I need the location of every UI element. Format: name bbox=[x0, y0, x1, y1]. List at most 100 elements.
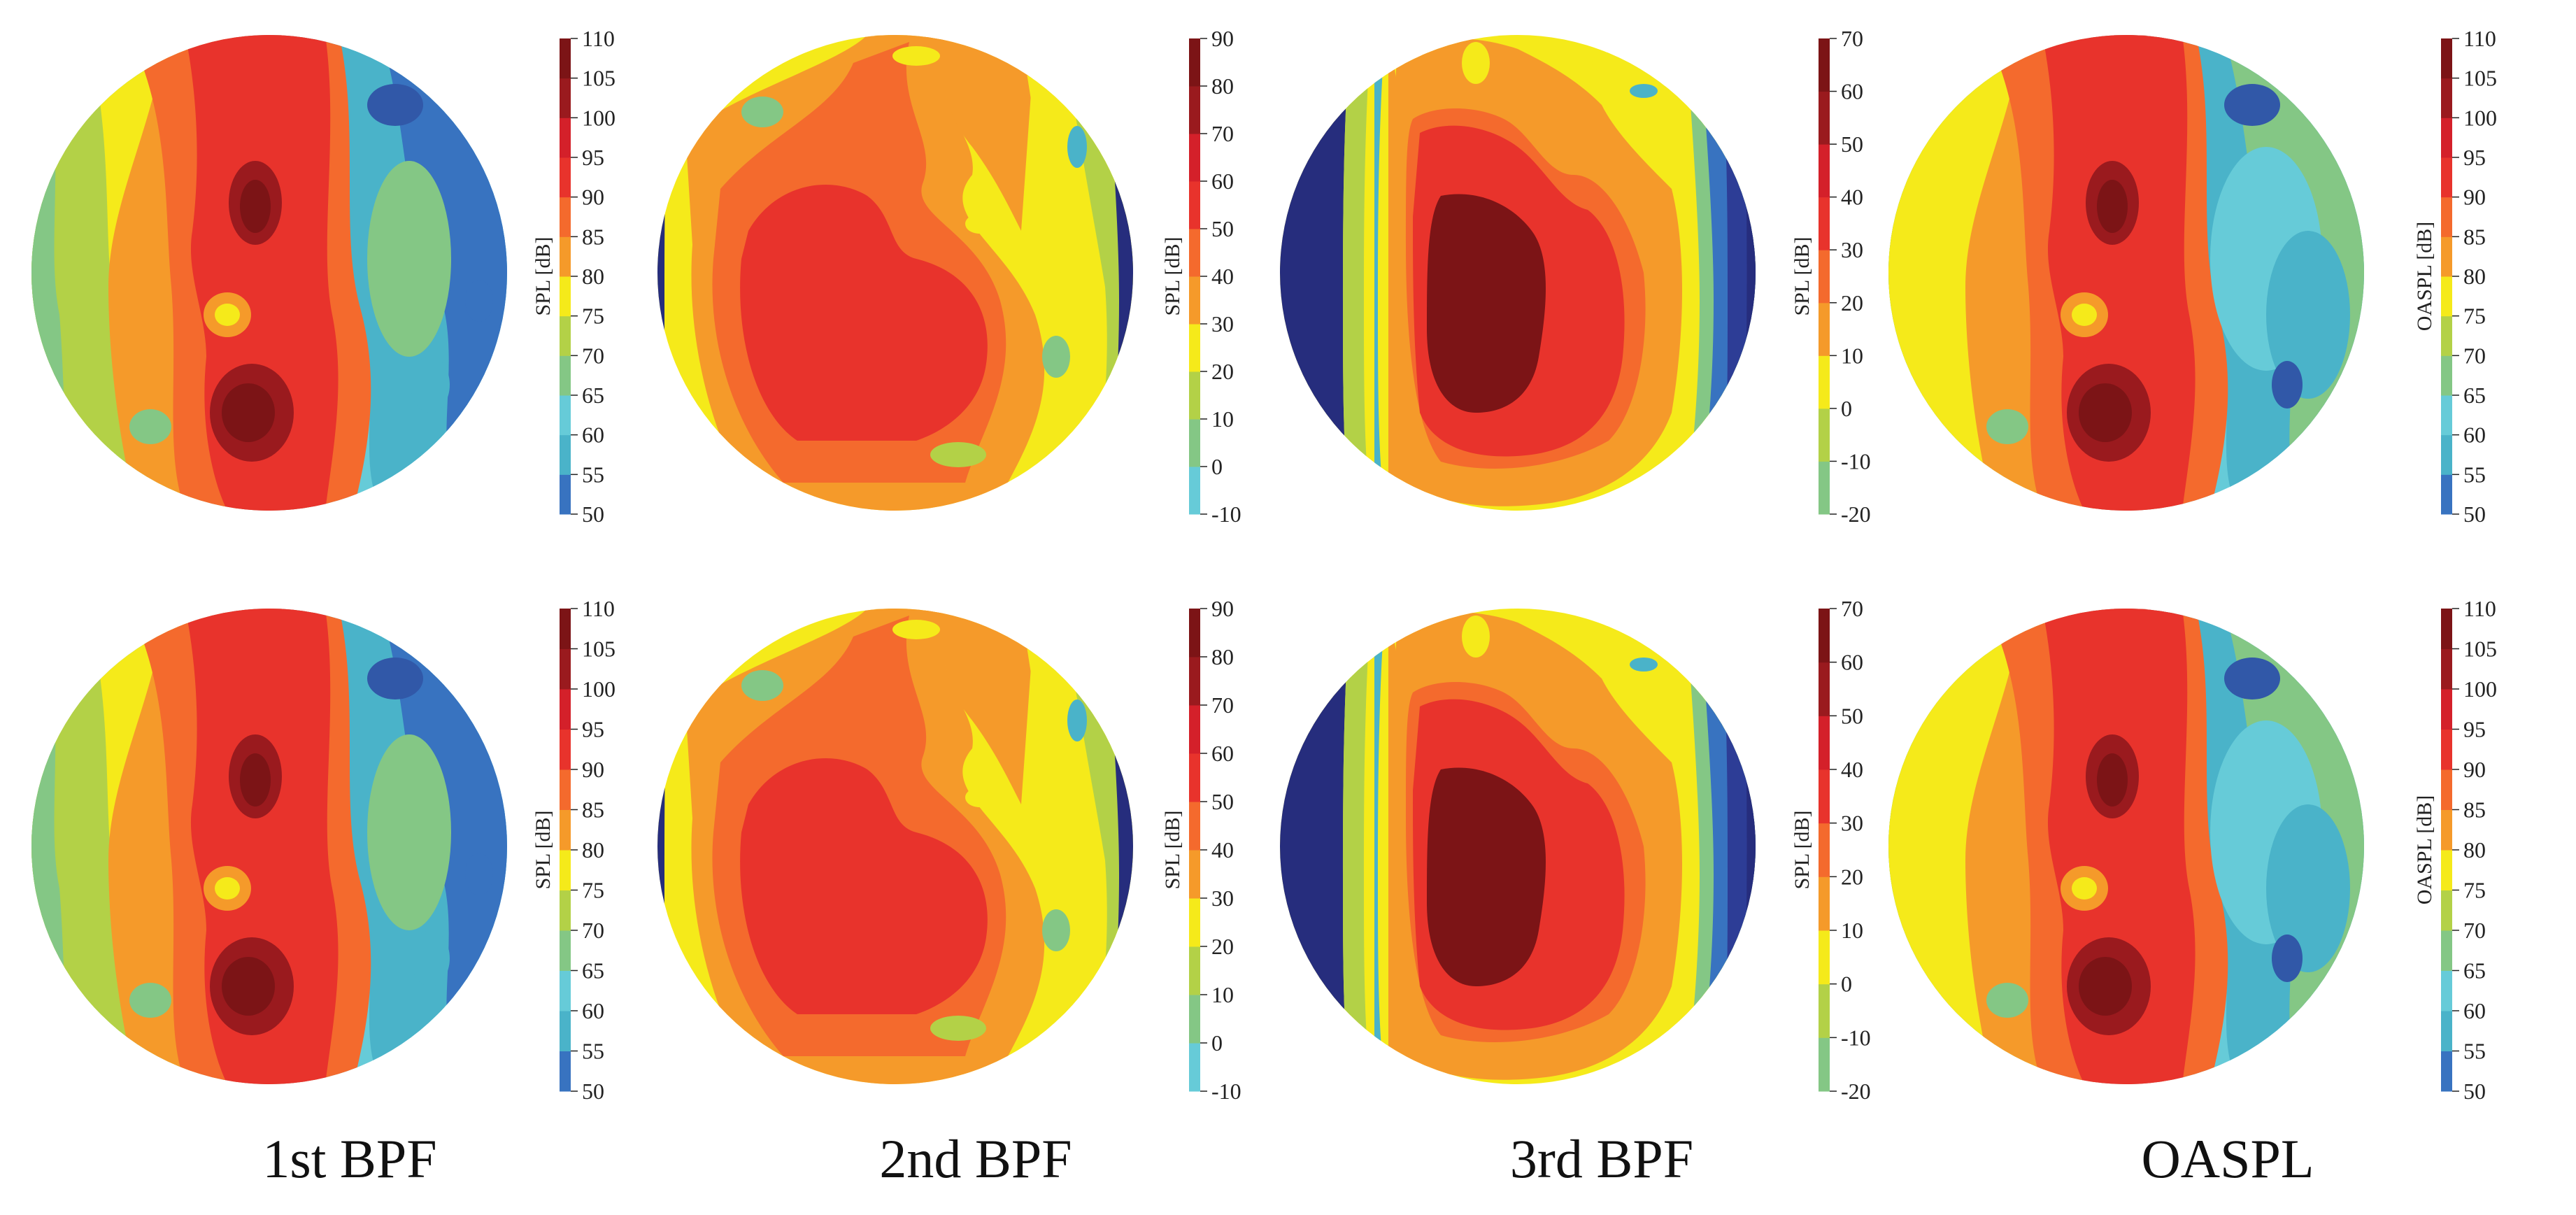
colorbar-tick-label: 0 bbox=[1841, 972, 1852, 997]
colorbar-segment bbox=[560, 769, 571, 810]
colorbar-tick-label: 70 bbox=[1841, 26, 1863, 51]
contour-region bbox=[923, 609, 1035, 804]
colorbar-segment bbox=[2441, 1051, 2452, 1092]
colorbar-tick-label: 60 bbox=[582, 422, 604, 448]
colorbar-segment bbox=[560, 197, 571, 237]
contour-region bbox=[411, 930, 450, 986]
colorbar-tick-label: 110 bbox=[2463, 26, 2496, 51]
contour-panel-oaspl-row2: 50 55 60 65 70 75 80 85 90 95 100 105 110 OASPL [dB] bbox=[1888, 596, 2497, 1104]
colorbar-segment bbox=[1189, 181, 1200, 229]
colorbar-segment bbox=[1819, 355, 1830, 409]
colorbar-segment bbox=[560, 609, 571, 649]
colorbar-tick-label: 50 bbox=[1841, 703, 1863, 728]
contour-region bbox=[2224, 658, 2280, 699]
contour-region bbox=[31, 609, 164, 1084]
contour-region bbox=[367, 658, 423, 699]
colorbar-tick-label: 40 bbox=[1211, 264, 1234, 289]
colorbar-tick-label: 80 bbox=[1211, 73, 1234, 99]
colorbar-tick-label: 50 bbox=[582, 1079, 604, 1104]
contour-region bbox=[31, 35, 164, 511]
contour-panel-oaspl-row1: 50 55 60 65 70 75 80 85 90 95 100 105 110 OASPL [dB] bbox=[1888, 26, 2497, 527]
colorbar-segment bbox=[1819, 769, 1830, 824]
colorbar-label: SPL [dB] bbox=[1791, 810, 1814, 889]
colorbar-segment bbox=[2441, 850, 2452, 890]
colorbar-segment bbox=[2441, 38, 2452, 79]
contour-region bbox=[222, 383, 275, 442]
colorbar-segment bbox=[560, 355, 571, 396]
colorbar: -10 0 10 20 30 40 50 60 70 80 90 SPL [dB] bbox=[1161, 26, 1241, 527]
colorbar-tick-label: -10 bbox=[1211, 1079, 1241, 1104]
colorbar-tick-label: 80 bbox=[2463, 837, 2486, 862]
colorbar-tick-label: 100 bbox=[582, 676, 615, 702]
contour-region bbox=[367, 161, 451, 357]
colorbar-segment bbox=[560, 809, 571, 851]
contour-region bbox=[741, 97, 783, 127]
colorbar-tick-label: 60 bbox=[1841, 650, 1863, 675]
colorbar-segment bbox=[1189, 38, 1200, 87]
colorbar-tick-label: 50 bbox=[582, 502, 604, 527]
colorbar-segment bbox=[1819, 144, 1830, 198]
contour-map bbox=[1888, 35, 2364, 511]
colorbar-segment bbox=[560, 157, 571, 198]
colorbar-segment bbox=[2441, 769, 2452, 810]
colorbar-segment bbox=[2441, 474, 2452, 515]
column-title-oaspl: OASPL bbox=[2141, 1128, 2314, 1189]
contour-map bbox=[657, 609, 1133, 1084]
contour-region bbox=[1986, 983, 2028, 1018]
contour-region bbox=[1374, 35, 1385, 511]
colorbar-segment bbox=[2441, 809, 2452, 851]
colorbar-segment bbox=[2441, 890, 2452, 931]
contour-region bbox=[1462, 42, 1490, 84]
contour-panel-bpf1-row2: 50 55 60 65 70 75 80 85 90 95 100 105 110 SPL [dB] bbox=[31, 596, 615, 1104]
colorbar-tick-label: 95 bbox=[582, 145, 604, 170]
colorbar-tick-label: 85 bbox=[2463, 224, 2486, 249]
colorbar-label: OASPL [dB] bbox=[2413, 795, 2436, 904]
colorbar-segment bbox=[1189, 1043, 1200, 1092]
colorbar-segment bbox=[2441, 609, 2452, 649]
colorbar-segment bbox=[1189, 802, 1200, 851]
contour-map bbox=[657, 35, 1133, 511]
colorbar-tick-label: 20 bbox=[1211, 359, 1234, 384]
colorbar-segment bbox=[1819, 662, 1830, 716]
contour-region bbox=[1042, 909, 1070, 951]
colorbar-tick-label: 105 bbox=[2463, 66, 2497, 91]
contour-panel-bpf3-row2: -20 -10 0 10 20 30 40 50 60 70 SPL [dB] bbox=[1280, 596, 1871, 1104]
colorbar-segment bbox=[2441, 689, 2452, 730]
colorbar-label: OASPL [dB] bbox=[2413, 222, 2436, 331]
colorbar-segment bbox=[1189, 371, 1200, 420]
colorbar: -20 -10 0 10 20 30 40 50 60 70 SPL [dB] bbox=[1791, 26, 1871, 527]
contour-region bbox=[1067, 699, 1087, 741]
colorbar-segment bbox=[560, 474, 571, 515]
colorbar-segment bbox=[560, 970, 571, 1011]
colorbar-tick-label: 105 bbox=[582, 66, 615, 91]
colorbar-segment bbox=[1189, 134, 1200, 182]
colorbar-segment bbox=[560, 276, 571, 317]
colorbar-tick-label: 65 bbox=[2463, 383, 2486, 408]
colorbar-segment bbox=[560, 38, 571, 79]
contour-region bbox=[1427, 194, 1546, 413]
colorbar-tick-label: 95 bbox=[2463, 145, 2486, 170]
colorbar-segment bbox=[560, 315, 571, 356]
colorbar-tick-label: 95 bbox=[2463, 717, 2486, 742]
contour-region bbox=[892, 620, 940, 639]
colorbar-tick-label: 60 bbox=[1841, 79, 1863, 104]
colorbar-segment bbox=[1189, 753, 1200, 802]
contour-region bbox=[411, 357, 450, 413]
colorbar-label: SPL [dB] bbox=[1161, 236, 1184, 315]
colorbar-tick-label: 60 bbox=[2463, 998, 2486, 1023]
contour-region bbox=[2224, 84, 2280, 126]
colorbar-segment bbox=[1189, 657, 1200, 706]
colorbar-tick-label: 40 bbox=[1841, 757, 1863, 782]
colorbar-segment bbox=[2441, 157, 2452, 198]
colorbar-tick-label: 60 bbox=[2463, 422, 2486, 448]
colorbar-tick-label: 90 bbox=[2463, 757, 2486, 782]
colorbar-tick-label: 70 bbox=[1211, 692, 1234, 718]
colorbar-segment bbox=[1819, 1037, 1830, 1092]
colorbar-tick-label: -20 bbox=[1841, 502, 1871, 527]
colorbar-tick-label: 60 bbox=[1211, 741, 1234, 766]
contour-region bbox=[215, 304, 240, 326]
column-title-3rd-bpf: 3rd BPF bbox=[1510, 1128, 1693, 1189]
contour-map bbox=[1280, 609, 1756, 1084]
colorbar-segment bbox=[560, 434, 571, 475]
contour-region bbox=[367, 734, 451, 930]
